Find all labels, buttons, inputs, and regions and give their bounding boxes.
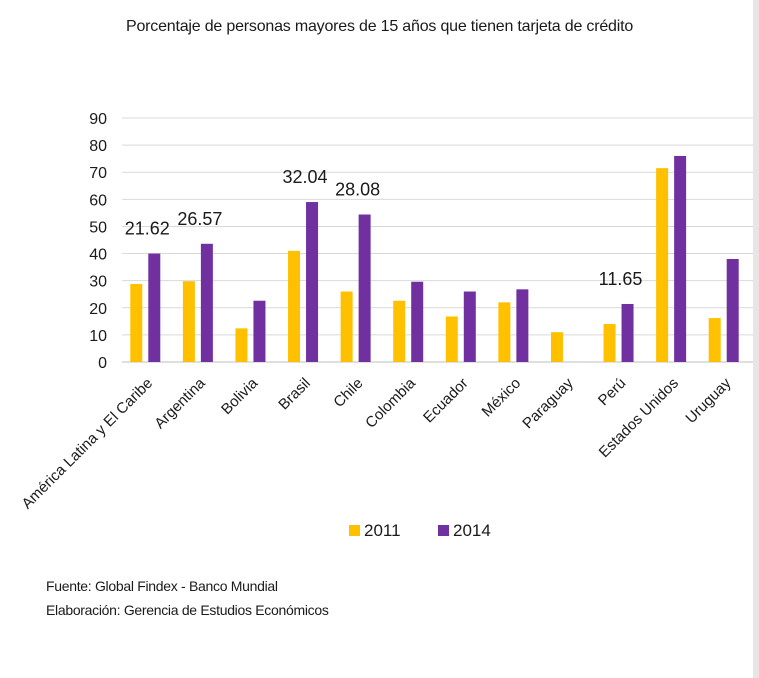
x-category-label: Perú <box>595 375 629 409</box>
bar-2014 <box>463 291 476 362</box>
bar-2011 <box>182 281 195 362</box>
page-edge <box>753 0 759 678</box>
y-tick-label: 60 <box>89 192 107 209</box>
y-tick-label: 10 <box>89 328 107 345</box>
data-label: 26.57 <box>177 209 222 229</box>
bar-2014 <box>358 214 371 362</box>
bar-2011 <box>603 324 616 362</box>
x-category-label: Brasil <box>275 375 314 414</box>
bar-2014 <box>253 300 266 362</box>
bar-2011 <box>288 250 301 362</box>
y-tick-label: 80 <box>89 138 107 155</box>
x-category-label: Bolivia <box>218 374 262 418</box>
chart-title: Porcentaje de personas mayores de 15 año… <box>125 18 634 35</box>
x-category-label: Uruguay <box>682 374 734 426</box>
bar-2014 <box>306 202 319 362</box>
y-tick-label: 0 <box>98 355 107 372</box>
x-category-label: México <box>479 375 525 421</box>
x-category-label: Paraguay <box>519 374 577 432</box>
elaboration-note: Elaboración: Gerencia de Estudios Económ… <box>46 602 329 618</box>
bar-2011 <box>708 318 721 362</box>
bar-2011 <box>550 332 563 362</box>
bar-2011 <box>340 291 353 362</box>
y-tick-label: 50 <box>89 219 107 236</box>
x-category-label: Ecuador <box>420 375 472 427</box>
x-category-label: Argentina <box>151 374 209 432</box>
legend-swatch <box>349 525 360 536</box>
legend-label: 2011 <box>364 521 401 540</box>
bar-2011 <box>130 283 143 362</box>
x-category-label: América Latina y El Caribe <box>19 375 157 513</box>
bar-2011 <box>498 302 511 362</box>
bar-2014 <box>516 289 529 362</box>
x-category-label: Chile <box>330 375 366 411</box>
data-label: 11.65 <box>599 269 643 289</box>
legend-label: 2014 <box>453 521 491 540</box>
bar-2011 <box>445 316 458 362</box>
bar-2014 <box>621 303 634 362</box>
bar-2014 <box>148 253 161 362</box>
bar-2011 <box>393 300 406 362</box>
data-label: 21.62 <box>125 219 170 239</box>
chart-footer: Fuente: Global Findex - Banco Mundial El… <box>46 574 329 622</box>
y-tick-label: 70 <box>89 165 107 182</box>
bar-2011 <box>656 168 669 362</box>
y-tick-label: 40 <box>89 247 107 264</box>
bar-2014 <box>411 281 424 362</box>
y-tick-label: 90 <box>89 111 107 128</box>
legend-swatch <box>438 525 449 536</box>
y-tick-label: 30 <box>89 274 107 291</box>
bar-2011 <box>235 328 248 362</box>
source-note: Fuente: Global Findex - Banco Mundial <box>46 578 278 594</box>
bar-2014 <box>726 258 739 362</box>
x-category-label: Colombia <box>362 374 419 431</box>
y-tick-label: 20 <box>89 301 107 318</box>
data-label: 28.08 <box>335 180 380 200</box>
bar-2014 <box>200 243 213 362</box>
bar-2014 <box>674 155 687 362</box>
data-label: 32.04 <box>283 167 328 187</box>
